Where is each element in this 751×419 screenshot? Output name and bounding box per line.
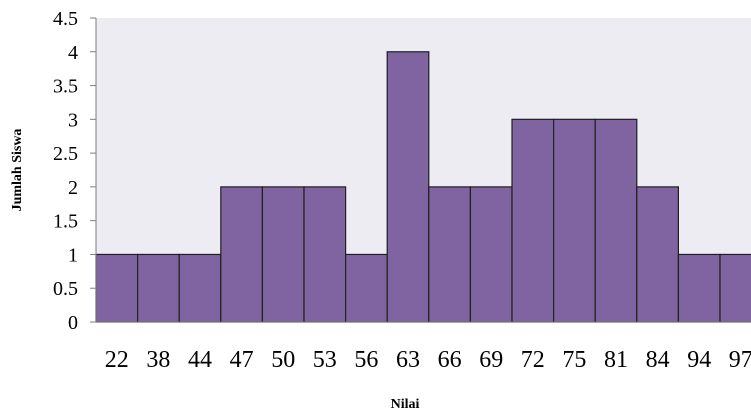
x-tick-label: 81 xyxy=(604,347,628,373)
x-tick-label: 56 xyxy=(354,347,378,373)
x-tick-label: 50 xyxy=(271,347,295,373)
bar-53 xyxy=(303,186,347,323)
x-tick-labels: 22 38 44 47 50 53 56 63 66 69 72 75 81 84 94 97 xyxy=(105,347,751,373)
x-tick-label: 69 xyxy=(479,347,503,373)
y-tick-label: 0.5 xyxy=(53,278,78,300)
y-tick-label: 4 xyxy=(68,42,78,64)
y-tick-labels: 0 0.5 1 1.5 2 2.5 3 3.5 4 4.5 xyxy=(53,8,78,334)
y-tick-label: 0 xyxy=(68,312,78,334)
x-tick-label: 38 xyxy=(146,347,170,373)
bar-84 xyxy=(636,186,679,323)
bar-72 xyxy=(511,118,555,323)
bar-69 xyxy=(469,186,513,323)
bar-66 xyxy=(428,186,471,323)
bars-group xyxy=(95,51,751,323)
bar-22 xyxy=(95,253,139,323)
x-tick-label: 75 xyxy=(562,347,586,373)
x-tick-label: 97 xyxy=(729,347,751,373)
x-tick-label: 53 xyxy=(313,347,337,373)
y-tick-label: 4.5 xyxy=(53,8,78,30)
x-tick-label: 94 xyxy=(687,347,711,373)
bar-56 xyxy=(345,253,388,323)
y-tick-label: 2.5 xyxy=(53,143,78,165)
bar-94 xyxy=(677,253,721,323)
bar-97 xyxy=(719,253,751,323)
bar-38 xyxy=(137,253,180,323)
y-tick-label: 1 xyxy=(68,244,78,266)
bar-81 xyxy=(594,118,638,323)
x-tick-label: 72 xyxy=(521,347,545,373)
y-axis-title: Jumlah Siswa xyxy=(10,129,25,212)
x-tick-label: 84 xyxy=(646,347,670,373)
bar-63 xyxy=(386,51,430,323)
y-tick-label: 3.5 xyxy=(53,76,78,98)
x-tick-label: 44 xyxy=(188,347,212,373)
y-tick-label: 2 xyxy=(68,177,78,199)
bar-44 xyxy=(178,253,222,323)
bar-75 xyxy=(552,118,596,323)
axes-group xyxy=(90,17,751,323)
x-tick-label: 22 xyxy=(105,347,129,373)
x-axis-title: Nilai xyxy=(391,397,420,412)
bar-47 xyxy=(220,186,264,323)
x-tick-label: 47 xyxy=(230,347,254,373)
y-tick-label: 1.5 xyxy=(53,211,78,233)
bar-50 xyxy=(261,186,305,323)
y-tick-label: 3 xyxy=(68,109,78,131)
x-tick-label: 63 xyxy=(396,347,420,373)
x-tick-label: 66 xyxy=(438,347,462,373)
